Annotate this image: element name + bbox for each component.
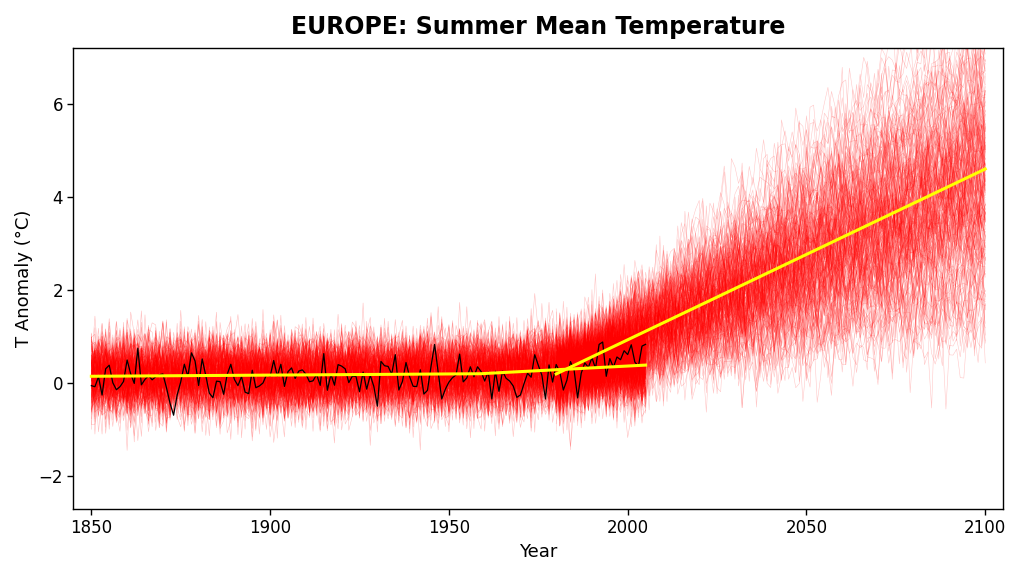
Title: EUROPE: Summer Mean Temperature: EUROPE: Summer Mean Temperature	[291, 15, 785, 39]
X-axis label: Year: Year	[519, 543, 557, 561]
Y-axis label: T Anomaly (°C): T Anomaly (°C)	[15, 210, 33, 347]
